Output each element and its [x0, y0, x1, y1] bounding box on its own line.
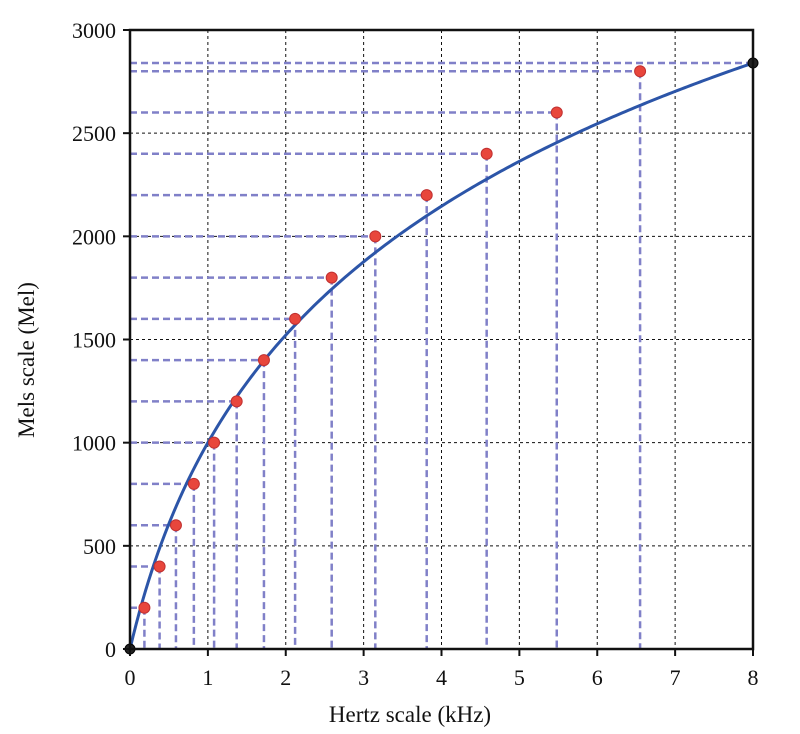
y-tick-label: 1000	[72, 431, 116, 456]
y-tick-label: 0	[105, 637, 116, 662]
x-tick-label: 2	[280, 665, 291, 690]
filter-point	[169, 519, 182, 532]
filter-point	[289, 312, 302, 325]
filter-point	[480, 147, 493, 160]
y-tick-label: 500	[83, 534, 116, 559]
filter-point	[257, 354, 270, 367]
x-tick-label: 5	[514, 665, 525, 690]
x-axis-title: Hertz scale (kHz)	[329, 702, 491, 727]
axis-ticks	[123, 29, 754, 656]
x-tick-label: 7	[670, 665, 681, 690]
x-tick-label: 1	[202, 665, 213, 690]
filter-point	[369, 230, 382, 243]
y-tick-label: 2500	[72, 121, 116, 146]
guide-lines	[130, 61, 753, 649]
y-tick-label: 1500	[72, 328, 116, 353]
x-tick-label: 6	[592, 665, 603, 690]
x-tick-label: 0	[125, 665, 136, 690]
filter-point	[153, 560, 166, 573]
filter-point	[230, 395, 243, 408]
y-tick-labels: 0 500 1000 1500 2000 2500 3000	[72, 18, 116, 662]
filter-point	[634, 65, 647, 78]
grid	[130, 30, 753, 649]
x-tick-labels: 0 1 2 3 4 5 6 7 8	[125, 665, 759, 690]
filter-point	[187, 477, 200, 490]
filter-point	[420, 189, 433, 202]
y-tick-label: 2000	[72, 224, 116, 249]
x-tick-label: 8	[748, 665, 759, 690]
filter-point	[325, 271, 338, 284]
x-tick-label: 3	[358, 665, 369, 690]
filter-point	[138, 601, 151, 614]
filter-point	[550, 106, 563, 119]
x-tick-label: 4	[436, 665, 447, 690]
y-tick-label: 3000	[72, 18, 116, 43]
y-axis-title: Mels scale (Mel)	[14, 282, 39, 438]
filter-point	[208, 436, 221, 449]
